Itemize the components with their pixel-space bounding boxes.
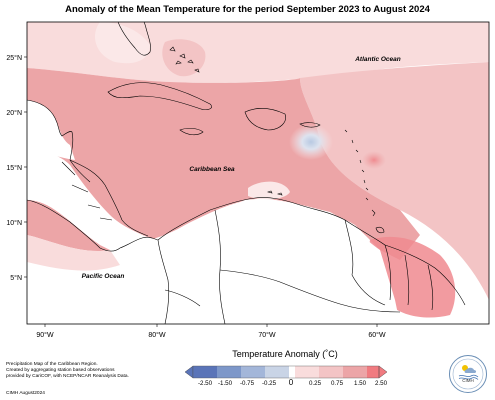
legend-swatch-pos-2-5: [367, 366, 379, 378]
lon-label-70w: 70°W: [258, 331, 276, 339]
legend-label: -1.50: [217, 380, 233, 387]
map-title: Anomaly of the Mean Temperature for the …: [65, 4, 430, 15]
legend-label: 1.50: [353, 380, 367, 387]
florida-plume: [95, 22, 150, 64]
lat-label-20n: 20°N: [6, 109, 22, 117]
legend-label: 0: [288, 378, 294, 387]
legend-title: Temperature Anomaly (˚C): [232, 349, 338, 359]
legend-swatch-pos-0-75: [319, 366, 343, 378]
central-america-land: [27, 150, 160, 252]
coastlines: [27, 22, 466, 324]
cimh-logo: CIMH: [449, 355, 487, 393]
puerto-rico-cool-anomaly: [289, 124, 333, 160]
lat-label-5n: 5°N: [10, 274, 22, 282]
legend-swatch-neg-2-5: [193, 366, 217, 378]
anomaly-field: [27, 22, 489, 324]
lon-label-60w: 60°W: [368, 331, 386, 339]
legend-label: -0.25: [261, 380, 277, 387]
legend-swatch-pos-1-5: [343, 366, 367, 378]
legend-label: -0.75: [239, 380, 255, 387]
legend-swatch-pos-0-25: [295, 366, 319, 378]
atlantic-central-anomaly: [300, 62, 489, 300]
legend-swatch-neg-0-25: [265, 366, 289, 378]
pacific-ocean-label: Pacific Ocean: [82, 273, 125, 280]
lon-label-90w: 90°W: [36, 331, 54, 339]
caribbean-sea-label: Caribbean Sea: [189, 166, 235, 173]
lat-ticks: [24, 56, 27, 278]
lesser-antilles-hot-anomaly: [362, 151, 386, 169]
note-line-1: Precipitation Map of the Caribbean Regio…: [6, 362, 98, 367]
south-america-land: [150, 199, 400, 324]
venezuela-coast-anomaly: [248, 181, 290, 200]
legend-arrow-left: [184, 365, 194, 379]
lat-label-25n: 25°N: [6, 54, 22, 62]
legend-label: 0.75: [330, 380, 344, 387]
legend-arrow-right: [378, 365, 388, 379]
legend-swatch-neg-1-5: [217, 366, 241, 378]
note-line-2: Created by aggregating station based obs…: [6, 368, 115, 373]
legend-label: 2.50: [374, 380, 388, 387]
legend-label: -2.50: [197, 380, 213, 387]
atlantic-ocean-label: Atlantic Ocean: [354, 56, 401, 63]
pacific-anomaly: [27, 235, 120, 271]
map-frame: [26, 21, 490, 325]
caribbean-sea-anomaly: [27, 68, 420, 260]
note-line-3: provided by CariCOF, with NCEP/NCAR Rean…: [6, 374, 129, 379]
cimh-logo-text: CIMH: [462, 378, 474, 383]
lon-label-80w: 80°W: [148, 331, 166, 339]
lat-label-10n: 10°N: [6, 219, 22, 227]
legend-swatch-neg-0-75: [241, 366, 265, 378]
legend-colorbar: [184, 365, 388, 379]
cimh-logo-icon: [452, 358, 484, 390]
lon-ticks: [44, 324, 378, 327]
lat-label-15n: 15°N: [6, 164, 22, 172]
legend-label: 0.25: [308, 380, 322, 387]
legend-swatch-zero: [289, 366, 295, 378]
credit-line: CIMH August2024: [6, 391, 45, 396]
mexico-land: [27, 100, 75, 160]
